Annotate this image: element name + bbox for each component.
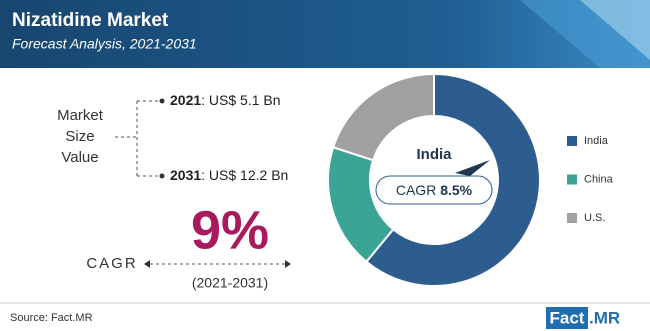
legend-label: India — [584, 135, 609, 147]
legend-label: China — [584, 173, 614, 185]
bullet — [159, 98, 165, 104]
legend: India China U.S. — [567, 135, 614, 224]
arrow — [144, 260, 150, 268]
value-line: 2031: US$ 12.2 Bn — [170, 167, 288, 183]
year: 2031 — [170, 167, 201, 183]
market-label: Size — [65, 128, 94, 145]
cagr-period: (2021-2031) — [192, 275, 268, 291]
cagr-label: CAGR — [86, 255, 137, 272]
market-label: Market — [57, 107, 104, 124]
center-pill — [375, 175, 493, 205]
connector — [115, 100, 160, 177]
center-label: CAGR — [396, 182, 436, 198]
donut-slice — [331, 72, 435, 162]
donut-chart — [327, 72, 541, 287]
donut-slice — [365, 72, 541, 287]
cagr-value: 9% — [191, 200, 269, 260]
header-stripe — [580, 0, 650, 60]
year: 2021 — [170, 92, 201, 108]
value: : US$ 12.2 Bn — [201, 167, 288, 183]
source: Source: Fact.MR — [10, 312, 93, 324]
logo: Fact — [550, 308, 585, 327]
value-line: 2021: US$ 5.1 Bn — [170, 92, 281, 108]
center-text: CAGR 8.5% — [396, 182, 473, 198]
value: : US$ 5.1 Bn — [201, 92, 280, 108]
logo: .MR — [589, 308, 620, 327]
header-stripe — [520, 0, 650, 68]
legend-swatch — [567, 213, 577, 223]
center-value: 8.5% — [440, 182, 472, 198]
legend-label: U.S. — [584, 212, 605, 224]
title: Nizatidine Market — [12, 10, 169, 31]
bullet — [159, 173, 165, 179]
arrow — [285, 260, 291, 268]
center-title: India — [416, 146, 452, 163]
legend-swatch — [567, 174, 577, 185]
legend-swatch — [567, 136, 577, 146]
market-label: Value — [61, 149, 98, 166]
subtitle: Forecast Analysis, 2021-2031 — [12, 36, 197, 52]
center-arrow — [455, 160, 490, 176]
logo-box — [546, 307, 588, 329]
